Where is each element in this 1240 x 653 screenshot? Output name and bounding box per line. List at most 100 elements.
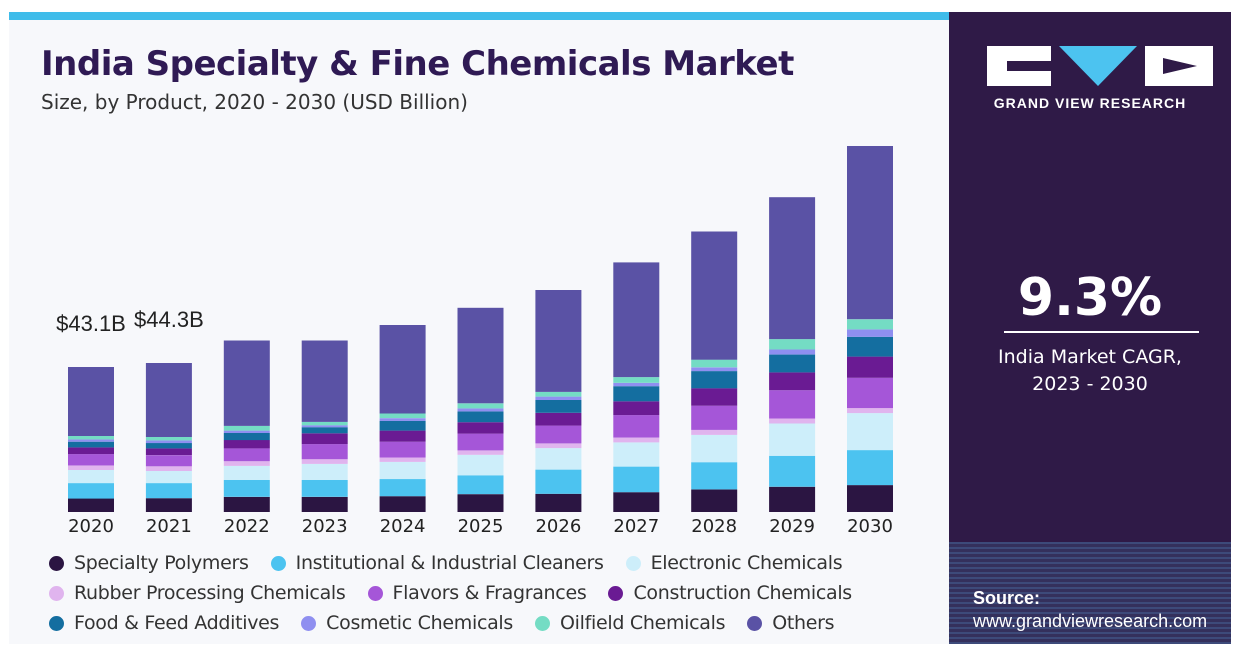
bar-segment-oilfield-chemicals-2024: [379, 413, 426, 419]
bar-segment-oilfield-chemicals-2023: [301, 421, 348, 426]
legend-item-oilfield-chemicals: Oilfield Chemicals: [535, 612, 726, 634]
source-band: [949, 542, 1231, 644]
bar-segment-electronic-chemicals-2020: [68, 470, 114, 484]
bar-segment-rubber-processing-chemicals-2020: [68, 465, 114, 470]
legend-label: Specialty Polymers: [74, 552, 249, 574]
legend-swatch: [301, 615, 317, 631]
bar-segment-electronic-chemicals-2024: [379, 461, 426, 480]
legend-item-food-feed-additives: Food & Feed Additives: [49, 612, 279, 634]
bar-segment-flavors-fragrances-2030: [847, 377, 893, 409]
bar-segment-electronic-chemicals-2029: [769, 423, 816, 456]
chart-title: India Specialty & Fine Chemicals Market: [41, 44, 794, 84]
legend-label: Oilfield Chemicals: [560, 612, 726, 634]
bar-segment-flavors-fragrances-2021: [145, 455, 192, 467]
bar-segment-rubber-processing-chemicals-2023: [301, 459, 348, 464]
bar-segment-specialty-polymers-2025: [457, 494, 504, 512]
bar-segment-flavors-fragrances-2023: [301, 444, 348, 460]
bar-segment-specialty-polymers-2022: [223, 496, 270, 512]
bar-segment-institutional-industrial-cleaners-2026: [535, 469, 582, 494]
bar-segment-specialty-polymers-2020: [68, 498, 114, 512]
bar-segment-others-2025: [457, 307, 504, 404]
bar-segment-flavors-fragrances-2029: [769, 390, 816, 419]
bar-segment-specialty-polymers-2023: [301, 496, 348, 512]
bar-segment-institutional-industrial-cleaners-2023: [301, 480, 348, 497]
bar-segment-others-2023: [301, 340, 348, 422]
source-link[interactable]: www.grandviewresearch.com: [973, 611, 1208, 631]
legend-item-others: Others: [747, 612, 835, 634]
cagr-label-line: 2023 - 2030: [1032, 373, 1148, 395]
legend-swatch: [367, 585, 383, 601]
bar-segment-oilfield-chemicals-2022: [223, 425, 270, 431]
bar-segment-institutional-industrial-cleaners-2021: [145, 483, 192, 499]
stacked-bar-chart: 2020 2021 2022 2023 2024 2025 2026 2027 2028 2029…: [56, 146, 893, 537]
cagr-label: India Market CAGR, 2023 - 2030: [949, 344, 1231, 398]
accent-bar: [9, 12, 949, 20]
bar-segment-construction-chemicals-2025: [457, 422, 504, 434]
legend-label: Institutional & Industrial Cleaners: [295, 552, 604, 574]
legend-swatch: [270, 555, 286, 571]
bar-segment-food-feed-additives-2025: [457, 411, 504, 423]
bar-segment-cosmetic-chemicals-2022: [223, 430, 270, 433]
bar-segment-flavors-fragrances-2024: [379, 441, 426, 458]
bar-segment-specialty-polymers-2021: [145, 498, 192, 512]
legend-item-rubber-processing-chemicals: Rubber Processing Chemicals: [49, 582, 346, 604]
bar-segment-oilfield-chemicals-2025: [457, 403, 504, 409]
bar-segment-electronic-chemicals-2023: [301, 463, 348, 480]
bar-segment-others-2021: [145, 363, 192, 437]
legend-item-electronic-chemicals: Electronic Chemicals: [625, 552, 843, 574]
bar-segment-institutional-industrial-cleaners-2030: [847, 450, 893, 486]
bar-segment-institutional-industrial-cleaners-2020: [68, 483, 114, 499]
bar-segment-electronic-chemicals-2025: [457, 454, 504, 476]
x-tick-label: 2023: [302, 516, 348, 537]
legend-label: Electronic Chemicals: [650, 552, 843, 574]
bar-segment-others-2029: [769, 197, 816, 340]
bar-segment-institutional-industrial-cleaners-2029: [769, 455, 816, 487]
bar-segment-specialty-polymers-2028: [691, 489, 738, 512]
bar-segment-food-feed-additives-2026: [535, 400, 582, 413]
bar-segment-others-2030: [847, 146, 893, 320]
bar-segment-institutional-industrial-cleaners-2025: [457, 475, 504, 495]
bar-segment-flavors-fragrances-2020: [68, 454, 114, 466]
bar-segment-oilfield-chemicals-2030: [847, 319, 893, 330]
legend-label: Construction Chemicals: [633, 582, 852, 604]
bar-segment-flavors-fragrances-2027: [613, 415, 660, 438]
bar-segment-others-2020: [68, 367, 114, 436]
bar-segment-construction-chemicals-2030: [847, 356, 893, 378]
cagr-label-line: India Market CAGR,: [998, 346, 1182, 368]
bar-segment-flavors-fragrances-2028: [691, 405, 738, 430]
bar-segment-cosmetic-chemicals-2028: [691, 367, 738, 372]
x-tick-label: 2028: [691, 516, 737, 537]
bar-segment-rubber-processing-chemicals-2022: [223, 461, 270, 466]
bar-segment-electronic-chemicals-2030: [847, 413, 893, 451]
x-tick-label: 2021: [146, 516, 192, 537]
bar-segment-others-2028: [691, 231, 738, 360]
bar-segment-food-feed-additives-2024: [379, 420, 426, 431]
bar-segment-institutional-industrial-cleaners-2028: [691, 462, 738, 490]
bar-segment-cosmetic-chemicals-2027: [613, 382, 660, 387]
bar-segment-construction-chemicals-2027: [613, 401, 660, 416]
chart-panel: India Specialty & Fine Chemicals Market …: [9, 12, 949, 644]
bar-segment-flavors-fragrances-2026: [535, 425, 582, 444]
x-tick-label: 2029: [769, 516, 815, 537]
x-tick-label: 2026: [535, 516, 581, 537]
legend-swatch: [747, 615, 763, 631]
legend-item-specialty-polymers: Specialty Polymers: [49, 552, 249, 574]
bar-segment-cosmetic-chemicals-2030: [847, 329, 893, 337]
bar-segment-oilfield-chemicals-2026: [535, 391, 582, 397]
bar-segment-food-feed-additives-2030: [847, 336, 893, 357]
bar-segment-electronic-chemicals-2027: [613, 442, 660, 467]
bar-segment-food-feed-additives-2021: [145, 443, 192, 449]
x-tick-label: 2024: [380, 516, 426, 537]
bar-segment-oilfield-chemicals-2028: [691, 359, 738, 368]
bar-segment-electronic-chemicals-2021: [145, 471, 192, 484]
bar-segment-specialty-polymers-2024: [379, 496, 426, 512]
bar-segment-construction-chemicals-2020: [68, 447, 114, 455]
source-title: Source:: [973, 588, 1041, 608]
bar-segment-institutional-industrial-cleaners-2024: [379, 479, 426, 497]
bar-segment-rubber-processing-chemicals-2026: [535, 443, 582, 449]
bar-segment-construction-chemicals-2028: [691, 388, 738, 406]
legend-swatch: [49, 615, 64, 631]
chart-legend: Specialty Polymers Institutional & Indust…: [49, 548, 929, 638]
bar-segment-specialty-polymers-2027: [613, 492, 660, 512]
legend-label: Rubber Processing Chemicals: [74, 582, 346, 604]
